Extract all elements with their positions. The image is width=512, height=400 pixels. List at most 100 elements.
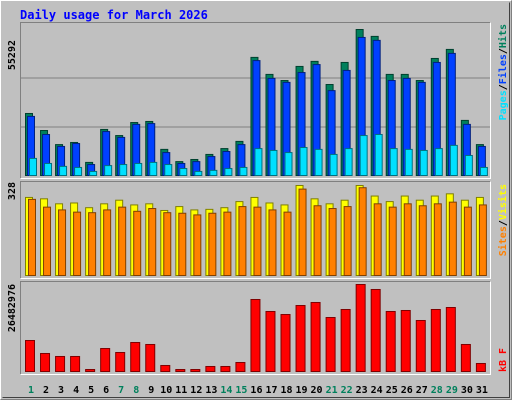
x-tick-label: 9 [148,385,154,396]
bar [160,364,171,373]
legend: Sites/Visits [497,184,509,256]
x-tick-label: 27 [416,385,428,396]
legend-separator: / [498,48,509,54]
x-tick-label: 31 [476,385,488,396]
bar [400,309,411,372]
bar [28,198,36,276]
bar [134,162,143,176]
bar [193,214,202,277]
panel-edge-light [20,22,491,179]
bar [415,319,426,373]
bar [175,369,186,372]
x-tick-label: 20 [311,385,323,396]
bar [449,144,458,177]
legend-entry: Sites [497,226,509,256]
bar [104,165,113,176]
bar [355,284,366,372]
bar [164,164,173,176]
bar [359,135,368,177]
panel-edge-light [20,281,491,375]
x-tick-label: 28 [431,385,443,396]
x-tick-label: 7 [118,385,124,396]
legend-entry: Hits [497,24,509,48]
x-tick-label: 2 [43,385,49,396]
x-tick-label: 10 [160,385,172,396]
bar [130,341,141,373]
y-max-label: 55292 [7,40,18,70]
bar [89,170,98,177]
bar [445,307,456,372]
legend-entry: Pages [498,90,509,120]
x-tick-label: 17 [265,385,277,396]
x-tick-label: 1 [28,385,34,396]
bar [313,205,322,276]
bar [238,206,247,277]
bar [265,310,276,373]
bar [115,351,126,373]
bar [463,206,472,276]
bar [100,348,111,372]
x-tick-label: 29 [446,385,458,396]
bar [460,343,471,372]
bar [194,170,203,177]
x-tick-label: 14 [220,385,232,396]
bar [145,343,156,372]
bar [58,209,67,276]
x-tick-label: 4 [73,385,79,396]
bar [268,209,277,276]
bar [70,355,81,372]
panel-edge-light [20,181,491,279]
bar [419,149,428,177]
bar [239,166,248,177]
bar [190,369,201,372]
panel-edge-dark [20,281,491,375]
bar [284,152,293,177]
bar [253,206,262,276]
bar [250,298,261,373]
bar [44,162,53,176]
bar [179,168,188,177]
bar [403,203,412,276]
x-tick-label: 25 [386,385,398,396]
legend: Pages/Files/Hits [497,24,509,120]
bar [269,149,278,177]
bar [88,212,97,276]
bar [74,166,83,177]
bar [205,365,216,372]
x-tick-label: 23 [356,385,368,396]
bar [208,212,217,276]
bar [43,206,52,276]
x-tick-label: 22 [341,385,353,396]
bar [235,361,246,373]
bar [223,211,232,276]
bar [478,204,487,276]
bar [433,203,442,276]
bar [178,212,187,276]
bar [25,340,35,373]
bar [385,310,396,373]
x-tick-label: 12 [190,385,202,396]
legend: kB F [498,348,509,372]
bar [209,169,218,177]
bar [85,369,96,372]
panel-edge-dark [20,181,491,279]
bar [163,212,172,276]
x-tick-label: 30 [461,385,473,396]
bar [224,168,233,177]
x-tick-label: 5 [88,385,94,396]
bar [149,161,158,176]
bar [343,206,352,277]
bar [310,301,321,373]
x-tick-label: 18 [280,385,292,396]
bar [119,164,128,176]
legend-entry: Files [497,54,509,84]
bar [374,133,383,177]
bar [430,308,441,372]
x-tick-label: 8 [133,385,139,396]
bar [340,308,351,372]
bar [299,147,308,176]
bar [220,365,231,372]
bar [325,317,336,373]
